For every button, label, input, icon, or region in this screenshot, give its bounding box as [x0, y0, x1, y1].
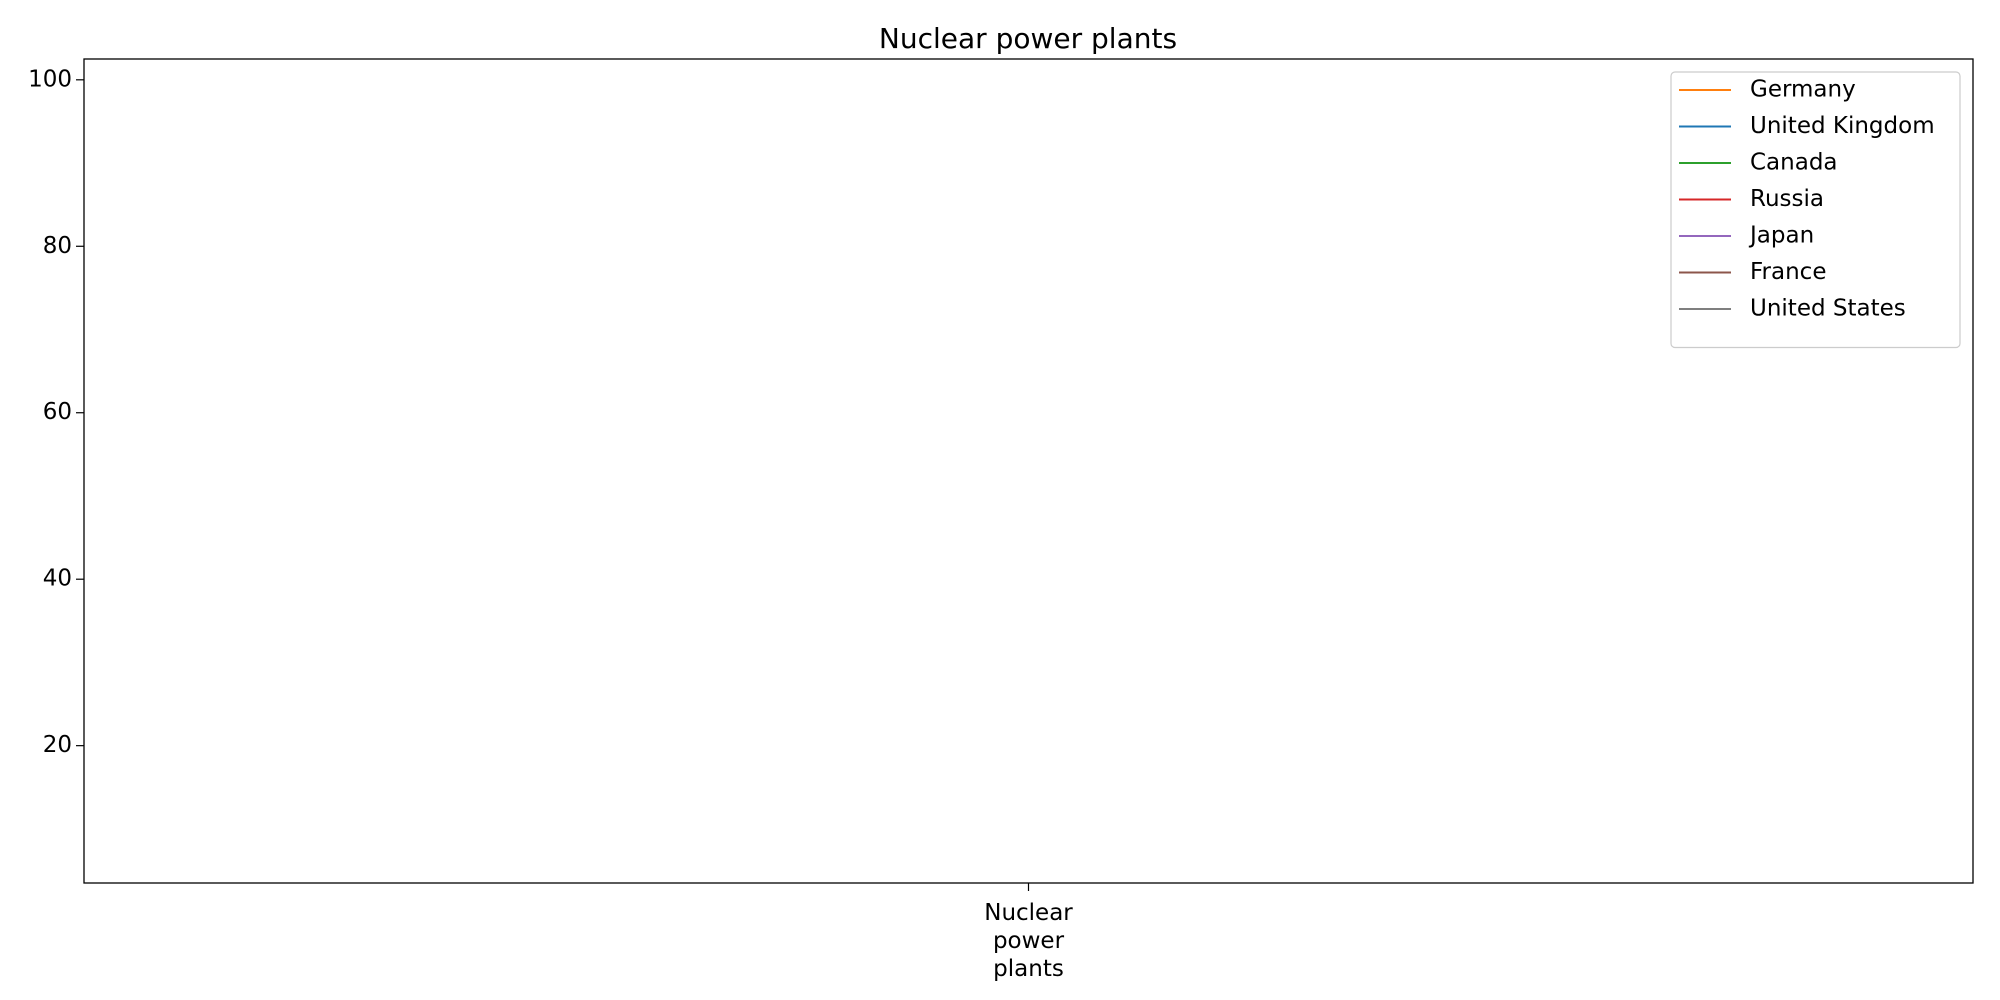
legend-label: United States — [1750, 296, 1906, 322]
y-tick-label: 20 — [43, 732, 72, 758]
legend-label: Russia — [1750, 186, 1824, 212]
legend-label: United Kingdom — [1750, 113, 1935, 139]
y-tick-label: 40 — [43, 566, 72, 592]
legend-frame — [1670, 71, 1961, 349]
legend-label: France — [1750, 259, 1826, 285]
legend: Germany United Kingdom Canada Russia Japan Fr… — [1670, 71, 1961, 349]
y-tick-label: 60 — [43, 399, 72, 425]
legend-label: Japan — [1748, 223, 1814, 249]
legend-label: Germany — [1750, 77, 1856, 103]
legend-label: Canada — [1750, 150, 1838, 176]
y-tick-label: 100 — [28, 66, 72, 92]
chart-title: Nuclear power plants — [879, 22, 1177, 55]
y-tick-label: 80 — [43, 233, 72, 259]
x-tick-label: Nuclear power plants — [984, 900, 1073, 982]
